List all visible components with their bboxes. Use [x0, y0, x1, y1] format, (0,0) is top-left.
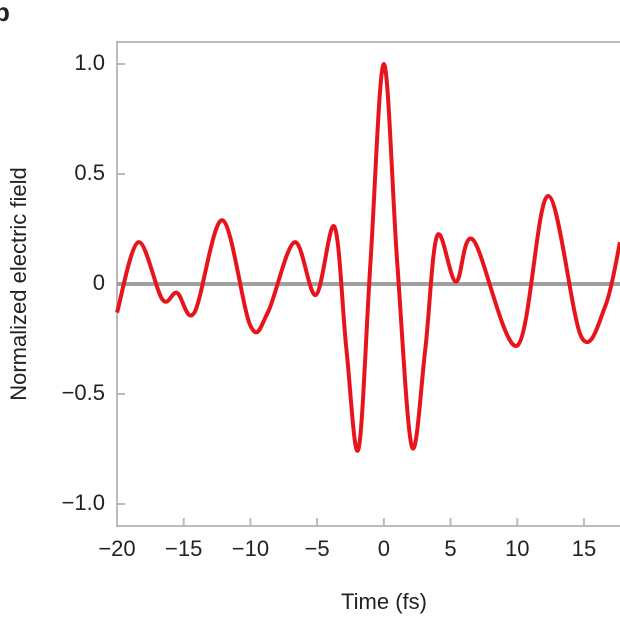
x-tick-label: 0: [378, 536, 390, 561]
x-tick-label: −15: [165, 536, 202, 561]
panel-label: b: [0, 0, 10, 27]
x-axis-label: Time (fs): [341, 589, 427, 614]
y-tick-label: −0.5: [62, 380, 105, 405]
x-tick-label: 10: [505, 536, 529, 561]
signal-line: [115, 61, 620, 453]
y-tick-label: −1.0: [62, 490, 105, 515]
x-tick-label: −10: [232, 536, 269, 561]
y-tick-label: 0.5: [74, 160, 105, 185]
x-tick-label: 15: [572, 536, 596, 561]
y-tick-label: 0: [93, 270, 105, 295]
x-tick-label: −20: [98, 536, 135, 561]
x-tick-label: 5: [444, 536, 456, 561]
x-tick-label: −5: [305, 536, 330, 561]
y-tick-label: 1.0: [74, 50, 105, 75]
y-axis-label: Normalized electric field: [6, 167, 31, 401]
